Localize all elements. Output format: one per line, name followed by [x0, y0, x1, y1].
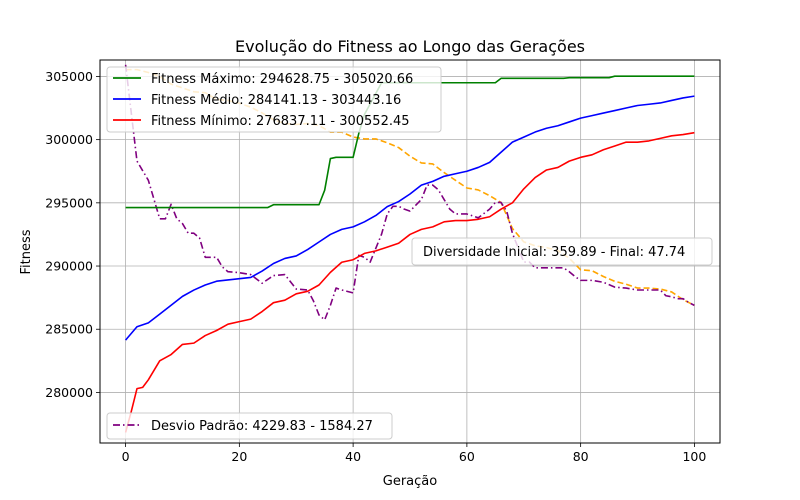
legend-label-std: Desvio Padrão: 4229.83 - 1584.27 [151, 419, 373, 434]
series-line-fitness-medio [124, 95, 695, 341]
y-tick-label: 290000 [45, 259, 93, 274]
annotation-text: Diversidade Inicial: 359.89 - Final: 47.… [423, 245, 685, 260]
chart-title: Evolução do Fitness ao Longo das Geraçõe… [235, 37, 585, 56]
legend-label-max: Fitness Máximo: 294628.75 - 305020.66 [151, 72, 413, 87]
legend-label-mean: Fitness Médio: 284141.13 - 303443.16 [151, 93, 401, 108]
series-line-desvio-padrao [124, 64, 695, 321]
y-tick-label: 285000 [45, 322, 93, 337]
x-tick-label: 100 [682, 449, 706, 464]
legend-secondary-box [106, 412, 393, 440]
x-tick-label: 40 [345, 449, 361, 464]
axis-ticks: 0 20 40 60 80 100 280000 285000 290000 295000 3000… [45, 69, 706, 464]
legend-label-min: Fitness Mínimo: 276837.11 - 300552.45 [151, 114, 410, 129]
legend-primary: Fitness Máximo: 294628.75 - 305020.66 Fi… [106, 66, 442, 133]
annotation-diversity: Diversidade Inicial: 359.89 - Final: 47.… [411, 237, 713, 266]
y-tick-label: 295000 [45, 195, 93, 210]
x-tick-label: 0 [122, 449, 130, 464]
legend-primary-box [106, 66, 442, 133]
x-axis-title: Geração [383, 474, 437, 489]
y-tick-label: 280000 [45, 385, 93, 400]
x-tick-label: 60 [459, 449, 475, 464]
x-tick-label: 80 [573, 449, 589, 464]
x-tick-label: 20 [231, 449, 247, 464]
plot-frame [99, 59, 721, 444]
y-axis-title: Fitness [19, 229, 34, 274]
y-tick-label: 305000 [45, 69, 93, 84]
annotation-box [411, 237, 713, 266]
y-tick-label: 300000 [45, 132, 93, 147]
series-line-fitness-minimo [124, 131, 695, 433]
legend-secondary: Desvio Padrão: 4229.83 - 1584.27 [106, 412, 393, 440]
